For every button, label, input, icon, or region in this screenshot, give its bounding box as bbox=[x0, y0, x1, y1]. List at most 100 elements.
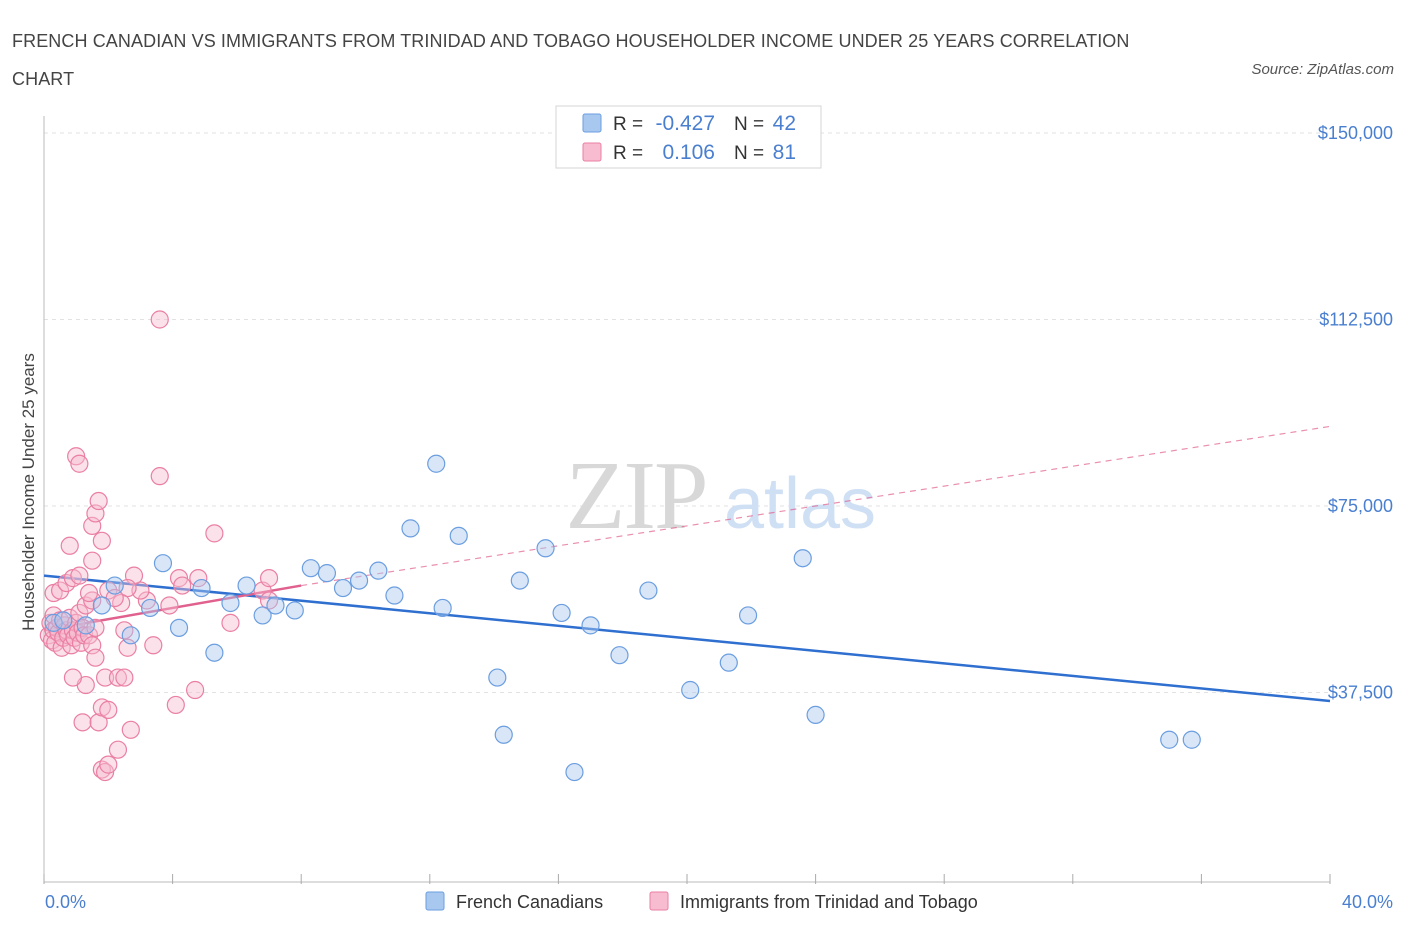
data-point-blue-32 bbox=[581, 616, 600, 635]
data-point-pink-72 bbox=[186, 680, 205, 700]
legend-n-value: 81 bbox=[773, 141, 796, 164]
y-tick-label: $37,500 bbox=[1328, 683, 1393, 703]
data-point-blue-22 bbox=[401, 519, 420, 538]
data-point-pink-58 bbox=[108, 668, 128, 687]
data-point-pink-37 bbox=[92, 531, 111, 550]
source-label: Source: ZipAtlas.com bbox=[1251, 61, 1394, 78]
data-point-blue-5 bbox=[121, 626, 140, 645]
data-point-pink-53 bbox=[79, 626, 99, 645]
legend-r-value: -0.427 bbox=[655, 112, 715, 135]
data-point-blue-3 bbox=[92, 596, 111, 615]
legend-bottom-swatch-pink bbox=[649, 891, 669, 911]
data-point-pink-70 bbox=[99, 755, 118, 774]
y-tick-labels: $37,500 $75,000 $112,500 $150,000 bbox=[1318, 123, 1393, 703]
data-point-blue-20 bbox=[369, 561, 388, 580]
y-tick-label: $75,000 bbox=[1328, 496, 1393, 516]
data-point-pink-40 bbox=[150, 467, 169, 486]
data-point-pink-56 bbox=[86, 648, 105, 667]
data-point-blue-33 bbox=[610, 646, 629, 665]
data-point-pink-42 bbox=[173, 576, 192, 595]
data-point-blue-27 bbox=[494, 725, 513, 744]
watermark: ZIP atlas bbox=[566, 442, 877, 550]
data-point-blue-13 bbox=[253, 606, 272, 625]
data-point-pink-80 bbox=[160, 596, 179, 615]
data-point-pink-79 bbox=[221, 613, 240, 632]
legend-bottom-swatch-blue bbox=[425, 891, 445, 911]
data-point-blue-9 bbox=[192, 578, 211, 598]
legend-bottom-label: French Canadians bbox=[456, 892, 603, 912]
data-point-blue-23 bbox=[427, 454, 446, 473]
trend-line-extension-1 bbox=[301, 425, 1331, 587]
data-point-pink-67 bbox=[121, 720, 140, 739]
trend-line-1 bbox=[43, 584, 302, 632]
x-tick-labels: 0.0% 40.0% bbox=[45, 892, 1393, 912]
data-point-pink-66 bbox=[108, 740, 128, 759]
data-point-blue-18 bbox=[333, 578, 353, 598]
data-point-pink-63 bbox=[89, 713, 108, 732]
data-point-pink-22 bbox=[73, 618, 92, 637]
watermark-zip: ZIP bbox=[566, 442, 707, 550]
data-point-pink-62 bbox=[73, 713, 92, 732]
data-point-pink-76 bbox=[259, 569, 279, 588]
data-point-pink-78 bbox=[150, 310, 169, 329]
data-points bbox=[39, 310, 1201, 782]
data-point-blue-10 bbox=[205, 643, 224, 662]
y-tick-label: $150,000 bbox=[1318, 123, 1393, 143]
data-point-pink-25 bbox=[50, 581, 70, 600]
data-point-blue-12 bbox=[237, 576, 256, 595]
data-point-blue-31 bbox=[565, 762, 584, 782]
data-point-pink-32 bbox=[60, 536, 79, 555]
chart-title: FRENCH CANADIAN VS IMMIGRANTS FROM TRINI… bbox=[12, 31, 1130, 89]
data-point-pink-61 bbox=[63, 668, 83, 687]
legend-top-swatch-pink bbox=[582, 142, 602, 162]
watermark-atlas: atlas bbox=[724, 464, 876, 544]
data-point-blue-24 bbox=[433, 598, 452, 618]
legend-r-value: 0.106 bbox=[662, 141, 715, 164]
data-point-pink-71 bbox=[166, 695, 185, 715]
data-point-pink-36 bbox=[89, 491, 108, 511]
legend-bottom: French Canadians Immigrants from Trinidad… bbox=[425, 891, 978, 912]
x-tick-label-min: 0.0% bbox=[45, 892, 86, 912]
data-point-pink-57 bbox=[95, 668, 115, 687]
legend-bottom-label: Immigrants from Trinidad and Tobago bbox=[680, 892, 978, 912]
data-point-blue-37 bbox=[738, 606, 758, 625]
data-point-blue-11 bbox=[221, 593, 240, 613]
data-point-blue-19 bbox=[349, 571, 369, 590]
legend-n-value: 42 bbox=[773, 112, 796, 135]
trend-lines bbox=[43, 425, 1331, 703]
data-point-blue-41 bbox=[1182, 730, 1201, 749]
data-point-pink-33 bbox=[83, 551, 102, 570]
y-tick-label: $112,500 bbox=[1319, 310, 1393, 330]
data-point-pink-74 bbox=[189, 569, 208, 588]
legend-top: R = -0.427 N = 42 R = 0.106 N = 81 bbox=[555, 105, 822, 169]
x-tick-label-max: 40.0% bbox=[1342, 892, 1393, 912]
data-point-blue-38 bbox=[793, 549, 812, 568]
data-point-blue-30 bbox=[552, 603, 571, 623]
data-point-blue-1 bbox=[54, 611, 73, 630]
legend-r-label: R = bbox=[613, 143, 643, 164]
data-point-pink-39 bbox=[70, 454, 89, 473]
data-point-blue-14 bbox=[266, 596, 285, 615]
trend-line-0 bbox=[43, 574, 1331, 703]
legend-n-label: N = bbox=[734, 143, 764, 164]
data-point-blue-17 bbox=[317, 564, 337, 583]
data-point-blue-35 bbox=[681, 680, 700, 700]
data-point-pink-52 bbox=[144, 636, 163, 655]
data-point-blue-21 bbox=[385, 586, 404, 605]
data-point-blue-29 bbox=[536, 539, 555, 558]
data-point-pink-73 bbox=[205, 524, 224, 543]
data-point-blue-4 bbox=[105, 576, 124, 595]
data-point-blue-7 bbox=[153, 554, 173, 573]
data-point-blue-28 bbox=[510, 571, 529, 590]
data-point-blue-6 bbox=[140, 598, 160, 618]
data-point-blue-39 bbox=[806, 705, 825, 724]
data-point-pink-65 bbox=[99, 700, 118, 720]
data-point-blue-15 bbox=[285, 601, 304, 620]
data-point-blue-16 bbox=[301, 559, 320, 578]
data-point-blue-2 bbox=[76, 616, 95, 635]
data-point-pink-28 bbox=[70, 566, 89, 585]
data-point-blue-36 bbox=[719, 653, 738, 672]
legend-n-label: N = bbox=[734, 114, 764, 135]
data-point-blue-26 bbox=[488, 668, 507, 687]
